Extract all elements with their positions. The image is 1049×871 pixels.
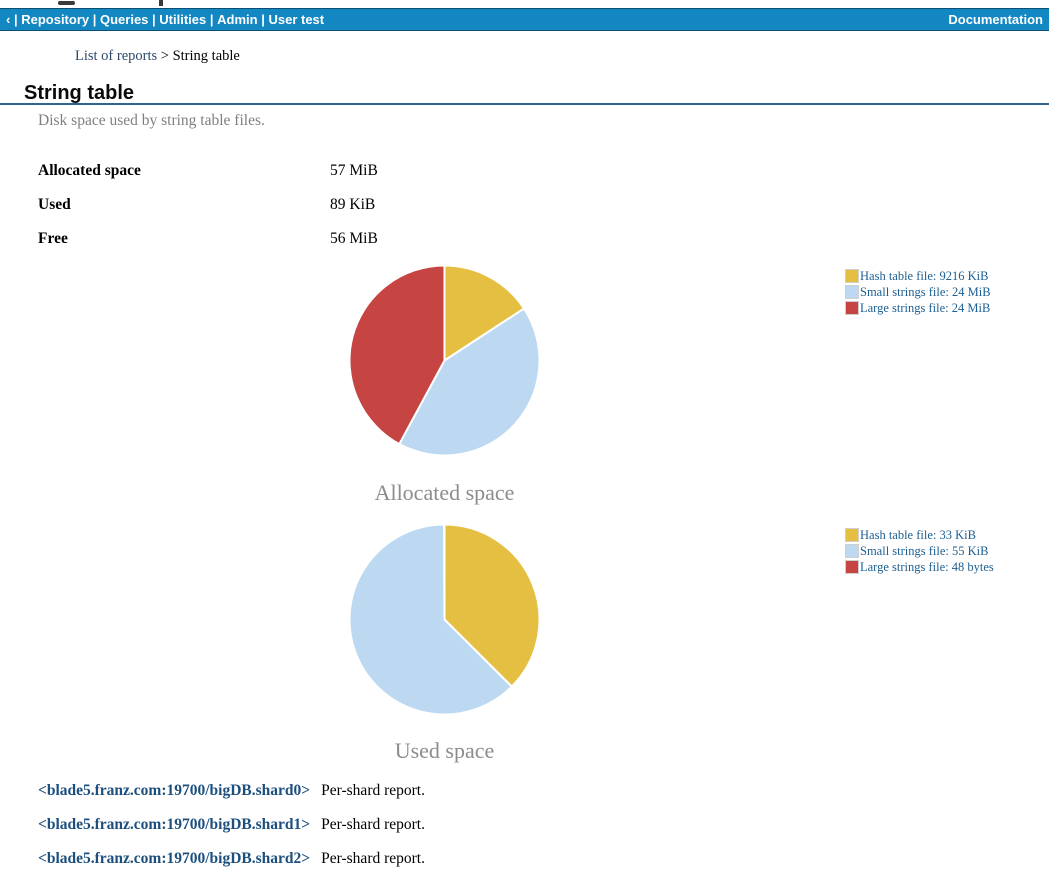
summary-value: 56 MiB bbox=[330, 230, 378, 247]
nav-item-admin[interactable]: Admin bbox=[217, 12, 258, 27]
legend-item: Hash table file: 9216 KiB bbox=[845, 268, 991, 284]
summary-row: Allocated space 57 MiB bbox=[38, 162, 538, 180]
legend-swatch bbox=[845, 285, 859, 299]
allocated-space-legend: Hash table file: 9216 KiB Small strings f… bbox=[845, 268, 991, 316]
top-nav-bar: ‹ | Repository | Queries | Utilities | A… bbox=[0, 8, 1049, 31]
legend-item: Small strings file: 55 KiB bbox=[845, 543, 994, 559]
clipped-text-remnant bbox=[0, 0, 1049, 8]
summary-label: Allocated space bbox=[38, 162, 141, 179]
breadcrumb: List of reports > String table bbox=[75, 48, 240, 65]
nav-item-documentation[interactable]: Documentation bbox=[948, 12, 1043, 27]
nav-item-user-test[interactable]: User test bbox=[268, 12, 325, 27]
clipped-glyph bbox=[58, 1, 75, 5]
shard-note: Per-shard report. bbox=[321, 782, 425, 799]
breadcrumb-link-list-of-reports[interactable]: List of reports bbox=[75, 48, 158, 64]
used-space-caption: Used space bbox=[394, 738, 495, 763]
summary-label: Free bbox=[38, 230, 68, 247]
legend-item: Large strings file: 24 MiB bbox=[845, 300, 991, 316]
legend-label: Hash table file: 33 KiB bbox=[860, 528, 976, 542]
used-space-legend: Hash table file: 33 KiB Small strings fil… bbox=[845, 527, 994, 575]
legend-swatch bbox=[845, 560, 859, 574]
nav-item-utilities[interactable]: Utilities bbox=[159, 12, 207, 27]
used-space-pie-chart bbox=[348, 523, 541, 716]
pie-slice-small-strings-file bbox=[348, 523, 514, 716]
shard-link-1[interactable]: <blade5.franz.com:19700/bigDB.shard1> bbox=[38, 816, 311, 833]
shard-link-2[interactable]: <blade5.franz.com:19700/bigDB.shard2> bbox=[38, 850, 311, 867]
nav-separator: | bbox=[89, 12, 100, 27]
shard-note: Per-shard report. bbox=[321, 850, 425, 867]
legend-label: Small strings file: 55 KiB bbox=[860, 544, 989, 558]
summary-row: Used 89 KiB bbox=[38, 196, 538, 214]
legend-swatch bbox=[845, 269, 859, 283]
title-divider bbox=[0, 103, 1049, 105]
breadcrumb-current: String table bbox=[172, 48, 240, 64]
summary-label: Used bbox=[38, 196, 71, 213]
shard-report-row: <blade5.franz.com:19700/bigDB.shard1> Per… bbox=[38, 816, 425, 834]
nav-separator: | bbox=[148, 12, 160, 27]
nav-separator: | bbox=[206, 12, 218, 27]
pie-slice-small-strings-file bbox=[397, 307, 541, 457]
legend-item: Hash table file: 33 KiB bbox=[845, 527, 994, 543]
summary-row: Free 56 MiB bbox=[38, 230, 538, 248]
breadcrumb-separator: > bbox=[160, 48, 169, 64]
pie-slice-hash-table-file bbox=[443, 264, 526, 363]
legend-label: Large strings file: 48 bytes bbox=[860, 560, 994, 574]
legend-label: Hash table file: 9216 KiB bbox=[860, 269, 989, 283]
nav-item-repository[interactable]: Repository bbox=[21, 12, 90, 27]
shard-report-row: <blade5.franz.com:19700/bigDB.shard2> Per… bbox=[38, 850, 425, 868]
pie-slice-hash-table-file bbox=[443, 523, 541, 689]
shard-report-row: <blade5.franz.com:19700/bigDB.shard0> Per… bbox=[38, 782, 425, 800]
clipped-glyph bbox=[159, 0, 163, 6]
legend-label: Small strings file: 24 MiB bbox=[860, 285, 991, 299]
nav-separator: | bbox=[257, 12, 269, 27]
legend-item: Small strings file: 24 MiB bbox=[845, 284, 991, 300]
pie-slice-large-strings-file bbox=[348, 264, 446, 446]
summary-value: 57 MiB bbox=[330, 162, 378, 179]
shard-note: Per-shard report. bbox=[321, 816, 425, 833]
page-title: String table bbox=[24, 82, 135, 104]
shard-link-0[interactable]: <blade5.franz.com:19700/bigDB.shard0> bbox=[38, 782, 311, 799]
legend-item: Large strings file: 48 bytes bbox=[845, 559, 994, 575]
nav-collapse-arrow[interactable]: ‹ bbox=[6, 12, 11, 27]
allocated-space-caption: Allocated space bbox=[374, 480, 515, 505]
summary-value: 89 KiB bbox=[330, 196, 376, 213]
legend-swatch bbox=[845, 301, 859, 315]
nav-menu: ‹ | Repository | Queries | Utilities | A… bbox=[0, 12, 324, 27]
allocated-space-pie-chart bbox=[348, 264, 541, 457]
legend-label: Large strings file: 24 MiB bbox=[860, 301, 991, 315]
nav-separator: | bbox=[10, 12, 22, 27]
nav-item-queries[interactable]: Queries bbox=[100, 12, 149, 27]
legend-swatch bbox=[845, 544, 859, 558]
page-description: Disk space used by string table files. bbox=[38, 112, 265, 129]
legend-swatch bbox=[845, 528, 859, 542]
